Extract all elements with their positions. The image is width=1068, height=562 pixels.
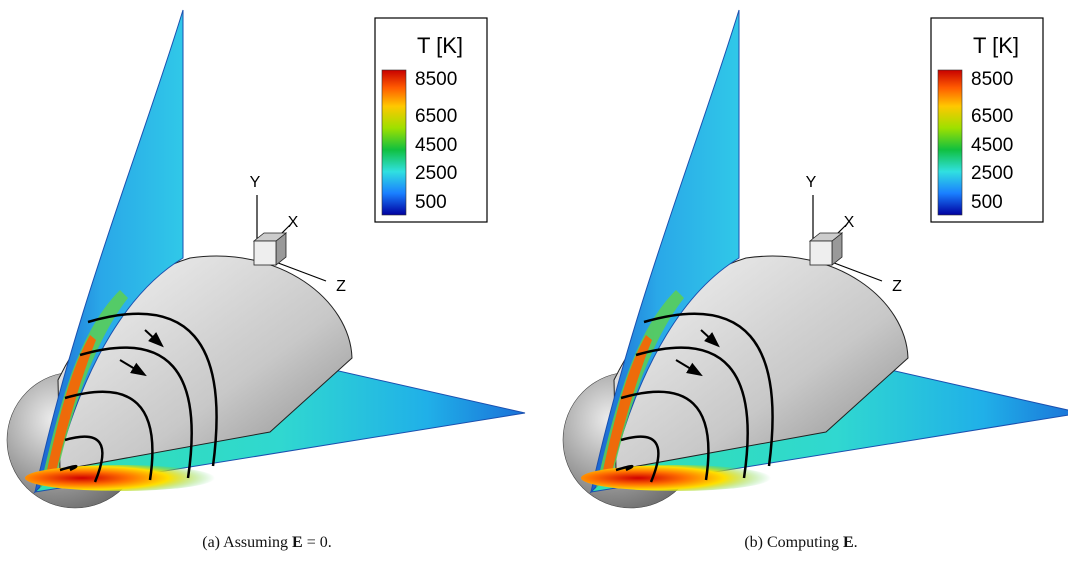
legend-label: 8500 bbox=[971, 69, 1013, 90]
caption-label: (a) bbox=[202, 534, 220, 551]
axis-label: X bbox=[288, 214, 299, 231]
cube-front bbox=[254, 241, 276, 265]
cube-front bbox=[810, 241, 832, 265]
legend-label: 8500 bbox=[415, 69, 457, 90]
caption-tail: = 0. bbox=[307, 534, 332, 551]
caption-text: Computing bbox=[767, 534, 839, 551]
hot-region bbox=[581, 465, 771, 491]
panel: Y X Z T [K] 8500 6500 4500 2500 500 bbox=[7, 10, 525, 508]
axis-label: X bbox=[844, 214, 855, 231]
legend-label: 500 bbox=[971, 192, 1003, 213]
figure: Y X Z T [K] 8500 6500 4500 2500 500 Y X Z T [K] 8500 6… bbox=[0, 0, 1068, 562]
caption: (b) Computing E. bbox=[534, 534, 1068, 552]
colorbar bbox=[382, 70, 406, 215]
caption-tail: . bbox=[854, 534, 858, 551]
axis-label: Y bbox=[250, 174, 261, 191]
legend-label: 4500 bbox=[971, 135, 1013, 156]
legend-label: 500 bbox=[415, 192, 447, 213]
legend-label: 4500 bbox=[415, 135, 457, 156]
caption-symbol: E bbox=[843, 534, 854, 551]
colorbar bbox=[938, 70, 962, 215]
caption-text: Assuming bbox=[223, 534, 288, 551]
hot-region bbox=[25, 465, 215, 491]
legend-label: 6500 bbox=[415, 106, 457, 127]
caption: (a) Assuming E = 0. bbox=[0, 534, 534, 552]
legend-label: 2500 bbox=[971, 163, 1013, 184]
legend-title: T [K] bbox=[973, 33, 1019, 58]
axis-label: Z bbox=[336, 278, 346, 295]
figure-canvas: Y X Z T [K] 8500 6500 4500 2500 500 Y X Z T [K] 8500 6… bbox=[0, 0, 1068, 530]
caption-label: (b) bbox=[744, 534, 763, 551]
caption-symbol: E bbox=[292, 534, 303, 551]
panel: Y X Z T [K] 8500 6500 4500 2500 500 bbox=[563, 10, 1068, 508]
legend-title: T [K] bbox=[417, 33, 463, 58]
axis-label: Z bbox=[892, 278, 902, 295]
legend-label: 2500 bbox=[415, 163, 457, 184]
axis-label: Y bbox=[806, 174, 817, 191]
legend-label: 6500 bbox=[971, 106, 1013, 127]
